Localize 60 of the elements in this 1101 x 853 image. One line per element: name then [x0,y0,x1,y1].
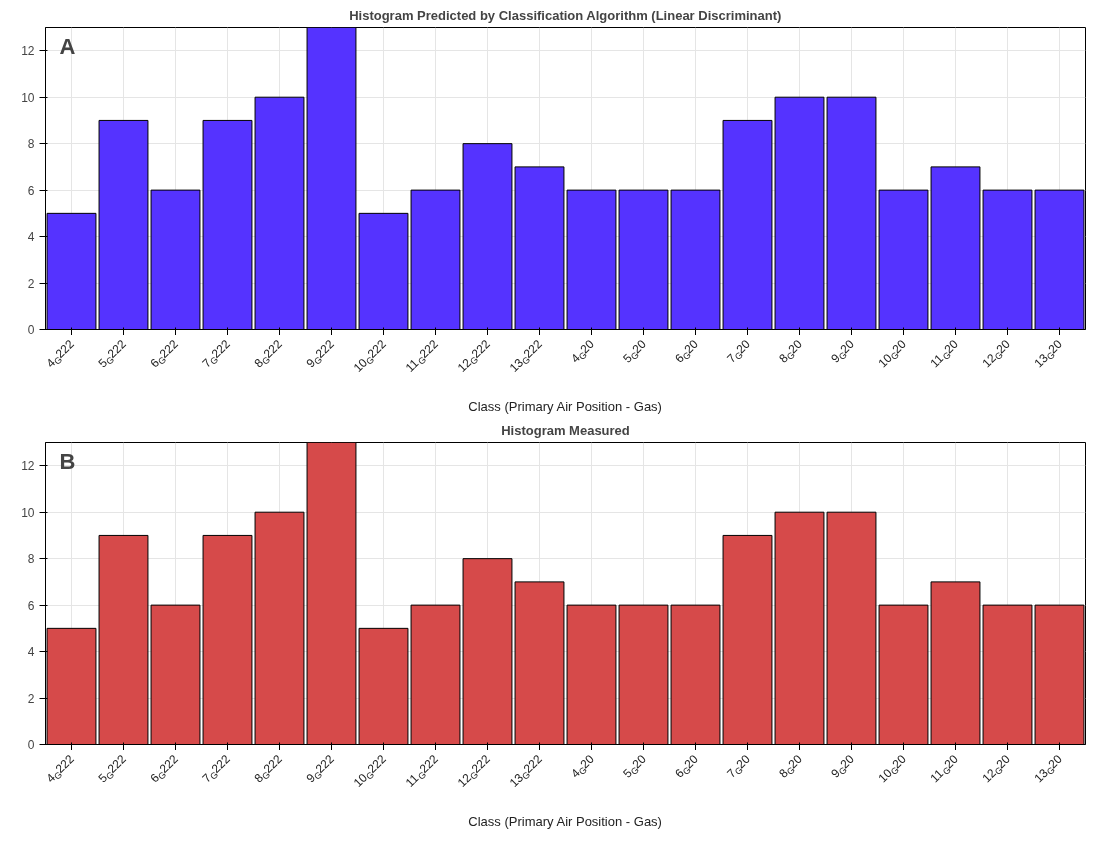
x-tick-label: 9G20 [828,336,858,366]
x-tick-label: 7G222 [199,336,234,371]
y-tick-label: 10 [21,505,35,520]
x-tick-label: 4G20 [568,336,598,366]
x-axis-title: Class (Primary Air Position - Gas) [468,813,662,829]
x-tick-label: 5G222 [95,336,130,371]
x-tick-label: 13G20 [1031,751,1066,786]
y-tick-label: 4 [27,230,35,245]
x-tick-label: 5G20 [620,336,650,366]
x-tick-label: 8G20 [776,751,806,781]
x-tick-label: 10G20 [875,751,910,786]
x-tick-label: 11G20 [927,336,962,371]
y-tick-label: 12 [21,44,35,59]
x-tick-label: 10G222 [350,751,390,790]
y-tick-label: 0 [27,323,35,337]
y-tick-label: 6 [27,183,35,198]
x-tick-label: 11G20 [927,751,962,786]
x-tick-label: 8G222 [251,336,286,371]
y-tick-label: 0 [27,738,35,752]
x-tick-label: 13G222 [506,336,546,375]
y-tick-label: 2 [27,691,35,706]
y-tick-label: 8 [27,552,35,567]
x-tick-label: 7G20 [724,751,754,781]
x-tick-label: 6G20 [672,336,702,366]
x-tick-label: 7G222 [199,751,234,786]
x-tick-label: 4G222 [43,336,78,371]
x-tick-label: 11G222 [402,751,442,790]
x-tick-label: 13G20 [1031,336,1066,371]
x-tick-label: 13G222 [506,751,546,790]
x-tick-label: 12G20 [979,336,1014,371]
x-tick-label: 7G20 [724,336,754,366]
x-tick-label: 4G20 [568,751,598,781]
x-tick-label: 12G222 [454,336,494,375]
x-tick-label: 5G222 [95,751,130,786]
x-tick-label: 4G222 [43,751,78,786]
x-tick-label: 9G20 [828,751,858,781]
y-tick-label: 8 [27,137,35,152]
chart-title: Histogram Predicted by Classification Algorithm (Linear Discriminant) [349,7,782,23]
x-tick-label: 8G222 [251,751,286,786]
x-tick-label: 9G222 [303,336,338,371]
x-tick-label: 9G222 [303,751,338,786]
x-tick-label: 6G222 [147,336,182,371]
y-tick-label: 6 [27,598,35,613]
x-tick-label: 12G20 [979,751,1014,786]
chart-title: Histogram Measured [501,422,630,438]
x-tick-label: 6G20 [672,751,702,781]
y-tick-label: 4 [27,645,35,660]
x-tick-label: 10G222 [350,336,390,375]
y-tick-label: 10 [21,90,35,105]
annotation: B [59,448,76,474]
y-tick-label: 2 [27,276,35,291]
x-tick-label: 6G222 [147,751,182,786]
x-tick-label: 5G20 [620,751,650,781]
x-tick-label: 12G222 [454,751,494,790]
y-tick-label: 12 [21,459,35,474]
x-tick-label: 11G222 [402,336,442,375]
annotation: A [59,33,76,59]
x-tick-label: 10G20 [875,336,910,371]
x-tick-label: 8G20 [776,336,806,366]
x-axis-title: Class (Primary Air Position - Gas) [468,398,662,414]
